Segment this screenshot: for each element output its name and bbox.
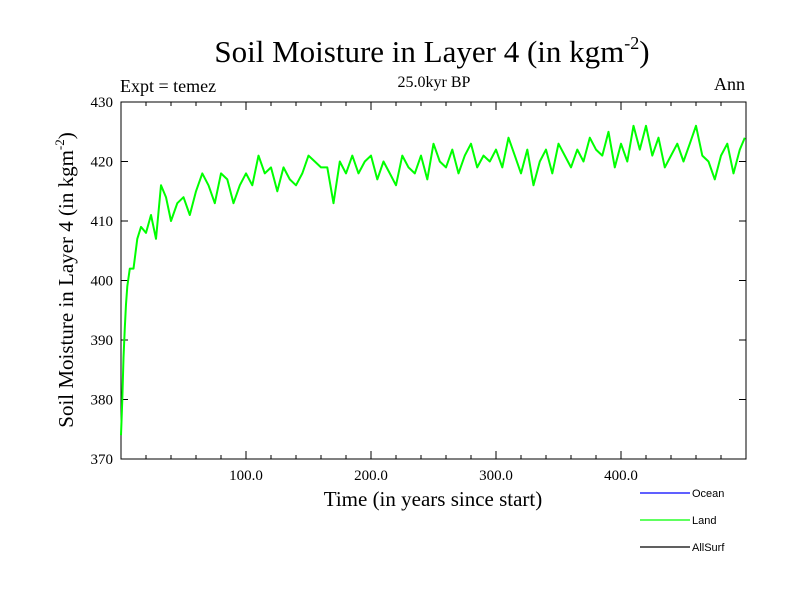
y-tick-label: 390 xyxy=(91,333,114,349)
x-tick-label: 200.0 xyxy=(354,468,388,484)
y-tick-label: 410 xyxy=(91,214,114,230)
y-tick-label: 400 xyxy=(91,274,114,290)
legend-label: Land xyxy=(692,515,716,527)
y-axis-label-close: ) xyxy=(54,132,78,139)
period-label: Ann xyxy=(714,74,745,94)
chart-title-close: ) xyxy=(639,34,649,69)
chart-title-text: Soil Moisture in Layer 4 (in kgm xyxy=(214,34,624,69)
chart-title: Soil Moisture in Layer 4 (in kgm-2) xyxy=(214,33,649,69)
x-tick-label: 300.0 xyxy=(479,468,513,484)
legend-label: AllSurf xyxy=(692,542,725,554)
legend-item-allsurf: AllSurf xyxy=(640,542,725,554)
series-line-land xyxy=(120,124,746,436)
legend-item-land: Land xyxy=(640,515,716,527)
y-tick-label: 420 xyxy=(91,155,114,171)
y-axis-label-superscript: -2 xyxy=(52,139,67,150)
legend: Ocean Land AllSurf xyxy=(640,488,725,554)
y-tick-label: 380 xyxy=(91,393,114,409)
x-axis-label: Time (in years since start) xyxy=(324,487,543,511)
y-axis-label: Soil Moisture in Layer 4 (in kgm-2) xyxy=(52,132,78,427)
legend-item-ocean: Ocean xyxy=(640,488,724,500)
series-layer xyxy=(120,124,746,436)
y-tick-label: 430 xyxy=(91,95,114,111)
experiment-label: Expt = temez xyxy=(120,76,216,96)
x-tick-label: 400.0 xyxy=(604,468,638,484)
chart-title-superscript: -2 xyxy=(624,33,639,53)
x-tick-label: 100.0 xyxy=(229,468,263,484)
x-axis: 100.0 200.0 300.0 400.0 xyxy=(145,102,722,484)
legend-label: Ocean xyxy=(692,488,724,500)
chart-subtitle: 25.0kyr BP xyxy=(398,74,471,91)
y-tick-label: 370 xyxy=(91,452,114,468)
y-axis-label-text: Soil Moisture in Layer 4 (in kgm xyxy=(54,150,78,428)
y-axis: 370 380 390 400 410 420 430 xyxy=(91,95,746,468)
